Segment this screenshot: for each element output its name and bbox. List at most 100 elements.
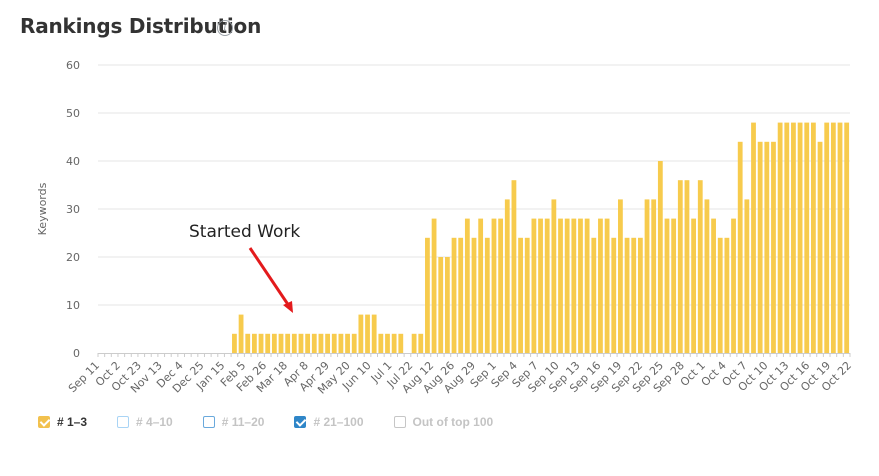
bar[interactable]: [531, 218, 537, 353]
bar[interactable]: [598, 218, 603, 353]
legend-item[interactable]: # 4–10: [117, 415, 173, 429]
bar[interactable]: [837, 122, 843, 353]
info-icon[interactable]: i: [217, 20, 233, 36]
bar[interactable]: [764, 141, 770, 353]
bar[interactable]: [731, 218, 736, 353]
bar[interactable]: [378, 333, 384, 353]
bar[interactable]: [271, 333, 277, 353]
bar[interactable]: [425, 237, 430, 353]
bar[interactable]: [458, 237, 464, 353]
bar[interactable]: [558, 218, 563, 353]
bar[interactable]: [311, 333, 317, 353]
legend-checkbox-icon[interactable]: [393, 416, 406, 428]
bar[interactable]: [431, 218, 437, 353]
bar[interactable]: [345, 333, 350, 353]
bar[interactable]: [637, 237, 643, 353]
bar[interactable]: [238, 314, 244, 353]
bar[interactable]: [524, 237, 530, 353]
bar[interactable]: [624, 237, 630, 353]
bar[interactable]: [325, 333, 330, 353]
bar[interactable]: [644, 199, 650, 353]
bar[interactable]: [817, 141, 823, 353]
legend-checkbox-icon[interactable]: [38, 416, 50, 428]
bar[interactable]: [804, 122, 810, 353]
bar[interactable]: [251, 333, 257, 353]
bar[interactable]: [724, 237, 730, 353]
bar[interactable]: [591, 237, 597, 353]
bar[interactable]: [664, 218, 670, 353]
bar[interactable]: [365, 314, 370, 353]
bar[interactable]: [331, 333, 337, 353]
legend-checkbox-icon[interactable]: [202, 416, 215, 428]
bar[interactable]: [451, 237, 457, 353]
bar[interactable]: [305, 333, 311, 353]
bar[interactable]: [351, 333, 357, 353]
bar[interactable]: [371, 314, 377, 353]
bar[interactable]: [611, 237, 617, 353]
bar[interactable]: [604, 218, 610, 353]
bar[interactable]: [411, 333, 417, 353]
bar[interactable]: [657, 161, 663, 353]
bar[interactable]: [358, 314, 364, 353]
legend-item[interactable]: # 1–3: [38, 415, 87, 429]
bar[interactable]: [578, 218, 583, 353]
bar[interactable]: [418, 333, 424, 353]
bar[interactable]: [744, 199, 750, 353]
bar[interactable]: [398, 333, 404, 353]
bar[interactable]: [811, 122, 816, 353]
bar[interactable]: [651, 199, 657, 353]
bar[interactable]: [771, 141, 776, 353]
legend-checkbox-icon[interactable]: [117, 416, 130, 428]
bar[interactable]: [385, 333, 390, 353]
bar[interactable]: [844, 122, 850, 353]
bar[interactable]: [677, 180, 683, 353]
bar[interactable]: [318, 333, 324, 353]
bar[interactable]: [232, 333, 237, 353]
bar[interactable]: [298, 333, 304, 353]
bar[interactable]: [631, 237, 637, 353]
bar[interactable]: [697, 180, 703, 353]
bar[interactable]: [285, 333, 291, 353]
bar[interactable]: [691, 218, 697, 353]
bar[interactable]: [737, 141, 743, 353]
bar[interactable]: [471, 237, 477, 353]
legend-item[interactable]: Out of top 100: [393, 415, 493, 429]
bar[interactable]: [751, 122, 756, 353]
bar[interactable]: [444, 257, 450, 353]
bar[interactable]: [478, 218, 484, 353]
bar[interactable]: [711, 218, 716, 353]
bar[interactable]: [438, 257, 444, 353]
bar[interactable]: [291, 333, 297, 353]
bar[interactable]: [704, 199, 710, 353]
bar[interactable]: [824, 122, 830, 353]
bar[interactable]: [498, 218, 504, 353]
bar[interactable]: [504, 199, 510, 353]
bar[interactable]: [584, 218, 590, 353]
bar[interactable]: [278, 333, 284, 353]
bar[interactable]: [265, 333, 271, 353]
bar[interactable]: [518, 237, 523, 353]
bar[interactable]: [484, 237, 490, 353]
bar[interactable]: [757, 141, 763, 353]
bar[interactable]: [538, 218, 543, 353]
legend-item[interactable]: # 21–100: [294, 415, 364, 429]
bar[interactable]: [618, 199, 623, 353]
bar[interactable]: [258, 333, 264, 353]
bar[interactable]: [671, 218, 677, 353]
legend-item[interactable]: # 11–20: [202, 415, 264, 429]
bar[interactable]: [777, 122, 783, 353]
bar[interactable]: [784, 122, 790, 353]
bar[interactable]: [464, 218, 470, 353]
bar[interactable]: [391, 333, 397, 353]
bar[interactable]: [511, 180, 517, 353]
bar[interactable]: [684, 180, 690, 353]
bar[interactable]: [571, 218, 577, 353]
bar[interactable]: [717, 237, 723, 353]
bar[interactable]: [830, 122, 836, 353]
bar[interactable]: [564, 218, 570, 353]
legend-checkbox-icon[interactable]: [294, 416, 307, 428]
bar[interactable]: [491, 218, 497, 353]
bar[interactable]: [797, 122, 803, 353]
bar[interactable]: [338, 333, 344, 353]
bar[interactable]: [551, 199, 557, 353]
